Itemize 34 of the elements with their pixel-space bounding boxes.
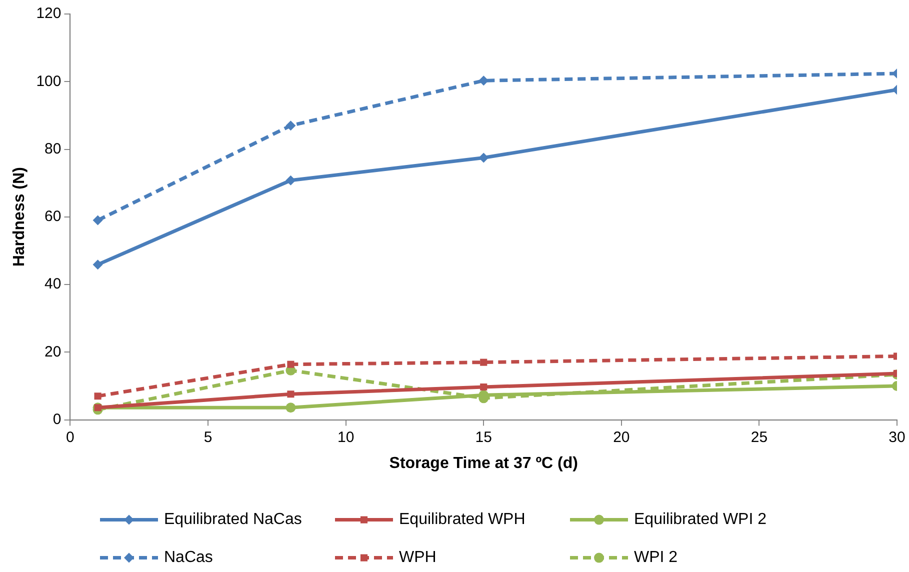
point — [480, 358, 488, 366]
point — [92, 260, 103, 270]
x-tick-label: 25 — [750, 428, 768, 446]
y-axis-title: Hardness (N) — [11, 167, 28, 267]
x-tick-label: 5 — [204, 428, 212, 446]
legend-label: Equilibrated WPI 2 — [634, 511, 767, 528]
y-tick-label: 100 — [36, 72, 62, 90]
legend-label: WPI 2 — [634, 549, 678, 566]
point — [478, 76, 489, 86]
x-axis-title: Storage Time at 37 ºC (d) — [389, 454, 578, 472]
point — [478, 152, 489, 163]
y-tick-label: 20 — [44, 343, 62, 360]
x-tick-label: 30 — [888, 428, 906, 446]
x-tick-label: 10 — [337, 428, 354, 446]
point — [92, 215, 103, 226]
legend-label: Equilibrated WPH — [399, 511, 526, 528]
legend-label: NaCas — [164, 549, 213, 566]
x-tick-label: 15 — [475, 428, 492, 446]
x-tick-label: 0 — [66, 428, 74, 446]
legend-label: WPH — [399, 549, 436, 566]
y-tick-label: 120 — [36, 5, 62, 22]
x-tick-label: 20 — [613, 428, 630, 446]
y-tick-label: 0 — [52, 410, 62, 428]
y-tick-label: 40 — [44, 276, 62, 293]
point — [286, 120, 296, 131]
legend-label: Equilibrated NaCas — [164, 511, 302, 528]
point — [480, 383, 488, 391]
point — [287, 390, 294, 398]
point — [286, 402, 296, 413]
y-tick-label: 60 — [44, 208, 62, 226]
point — [94, 392, 102, 400]
point — [287, 360, 294, 368]
y-tick-label: 80 — [44, 140, 62, 158]
point — [286, 175, 296, 186]
